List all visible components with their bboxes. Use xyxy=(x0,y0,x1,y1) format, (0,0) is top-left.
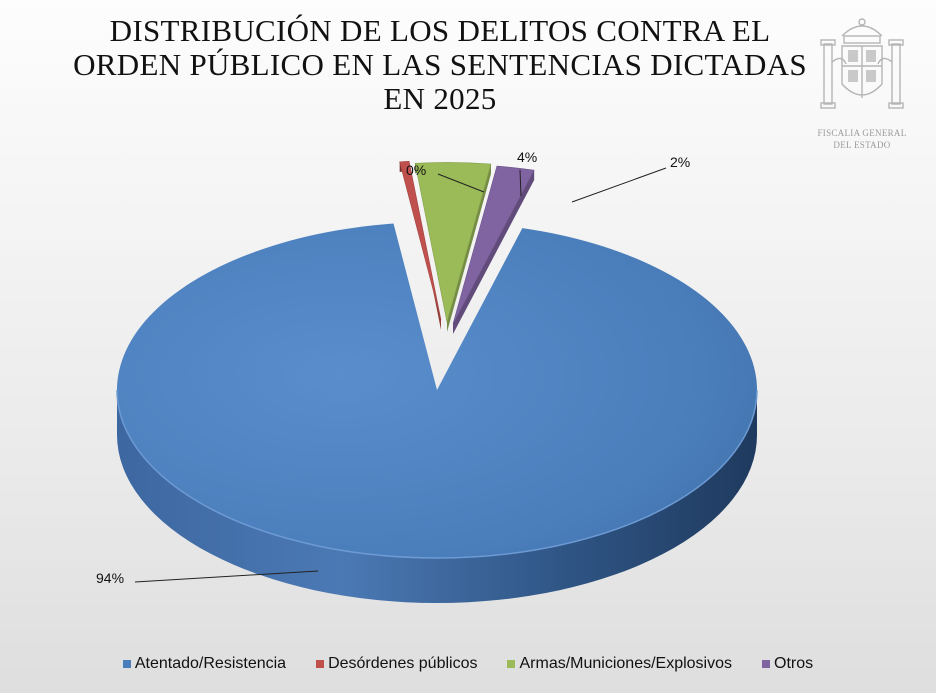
leader-line xyxy=(134,570,319,583)
legend-swatch xyxy=(316,660,325,668)
legend-swatch xyxy=(122,660,131,668)
chart-title-line-2: ORDEN PÚBLICO EN LAS SENTENCIAS DICTADAS xyxy=(73,47,807,82)
fiscalia-logo: FISCALIA GENERAL DEL ESTADO xyxy=(812,14,912,154)
pie-tops xyxy=(116,160,758,559)
legend-swatch xyxy=(507,660,516,668)
data-label: 94% xyxy=(96,570,124,586)
pie-rim-highlight xyxy=(116,389,758,559)
pie-leader-lines xyxy=(134,167,667,583)
chart-title-line-3: EN 2025 xyxy=(383,81,497,116)
leader-line xyxy=(437,173,485,193)
legend-label: Armas/Municiones/Explosivos xyxy=(519,655,733,672)
legend-label: Otros xyxy=(774,655,814,672)
coat-of-arms-icon xyxy=(820,18,904,109)
pie-slice-side xyxy=(117,390,757,603)
data-label: 2% xyxy=(670,154,690,170)
legend-item-desordenes: Desórdenes públicos xyxy=(316,655,477,673)
legend-swatch xyxy=(762,660,771,668)
logo-text-line-2: DEL ESTADO xyxy=(833,140,891,150)
logo-text-line-1: FISCALIA GENERAL xyxy=(817,128,907,138)
legend-item-atentado: Atentado/Resistencia xyxy=(122,655,287,673)
chart-title: DISTRIBUCIÓN DE LOS DELITOS CONTRA EL OR… xyxy=(40,14,840,116)
data-label: 0% xyxy=(406,162,426,178)
legend: Atentado/Resistencia Desórdenes públicos… xyxy=(0,652,936,676)
data-label: 4% xyxy=(517,149,537,165)
legend-label: Desórdenes públicos xyxy=(328,655,478,672)
pie-slice xyxy=(116,223,757,559)
legend-item-otros: Otros xyxy=(762,655,813,673)
legend-label: Atentado/Resistencia xyxy=(134,655,287,672)
leader-line xyxy=(519,169,522,197)
pie-slice-inner-side xyxy=(453,170,535,334)
pie-slice xyxy=(414,162,492,323)
pie-data-labels: 94% 0% 4% 2% xyxy=(96,149,690,586)
legend-item-armas: Armas/Municiones/Explosivos xyxy=(507,655,732,673)
pie-slice xyxy=(452,165,535,325)
chart-title-line-1: DISTRIBUCIÓN DE LOS DELITOS CONTRA EL xyxy=(109,13,771,48)
leader-line xyxy=(571,167,667,203)
pie-slice xyxy=(399,160,442,321)
pie-slice-inner-side xyxy=(447,164,491,332)
